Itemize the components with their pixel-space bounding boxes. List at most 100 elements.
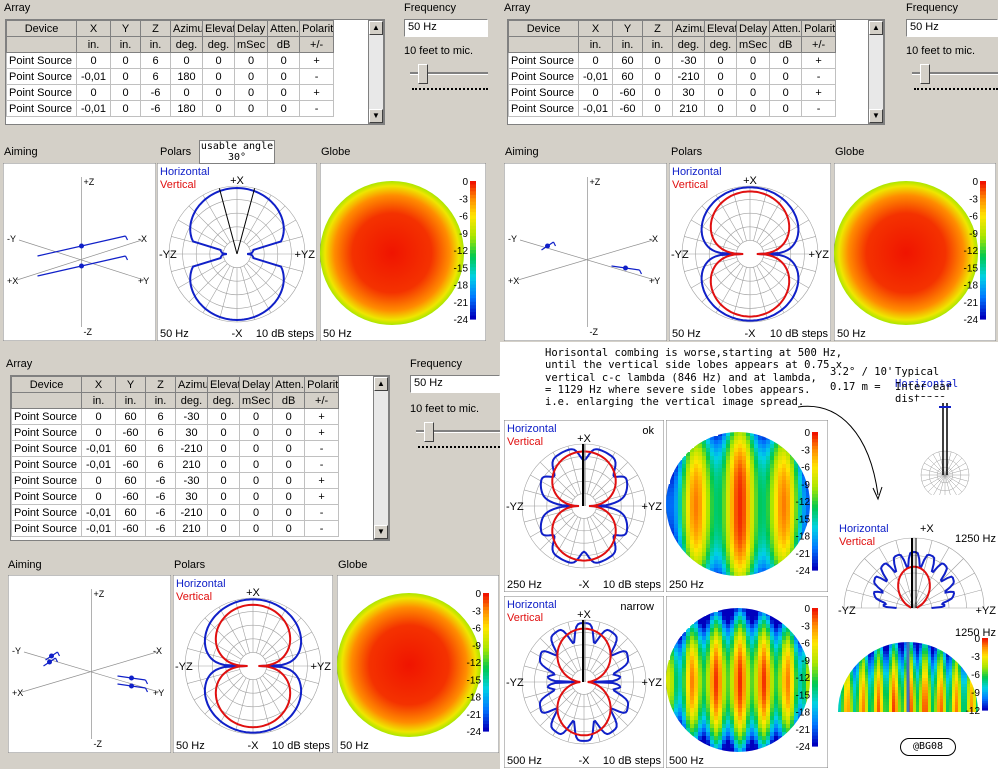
distance-slider-thumb[interactable] (424, 422, 434, 442)
table-cell[interactable]: -60 (115, 520, 146, 537)
table-cell[interactable]: 0 (202, 68, 235, 85)
table-cell[interactable]: + (304, 488, 340, 505)
table-cell[interactable]: + (299, 52, 335, 69)
table-cell[interactable]: 0 (238, 424, 274, 441)
table-row[interactable]: Point Source 0 60 6 -30 0 0 0 + (11, 408, 340, 425)
table-cell[interactable]: 0 (272, 504, 306, 521)
table-cell[interactable]: -0,01 (76, 68, 111, 85)
table-cell[interactable]: -60 (612, 100, 643, 117)
table-cell[interactable]: -0,01 (578, 68, 613, 85)
table-cell[interactable]: 6 (145, 456, 176, 473)
table-cell[interactable]: 6 (145, 424, 176, 441)
table-cell[interactable]: 0 (202, 100, 235, 117)
table-cell[interactable]: 0 (642, 100, 673, 117)
table-cell[interactable]: Point Source (11, 440, 82, 457)
table-cell[interactable]: -30 (672, 52, 705, 69)
table-cell[interactable]: 0 (238, 456, 274, 473)
column-header[interactable]: Y (115, 376, 146, 393)
table-cell[interactable]: 0 (110, 68, 141, 85)
table-cell[interactable]: 30 (672, 84, 705, 101)
table-row[interactable]: Point Source 0 0 6 0 0 0 0 + (6, 52, 335, 69)
table-cell[interactable]: 0 (642, 52, 673, 69)
table-cell[interactable]: - (304, 504, 340, 521)
table-cell[interactable]: -6 (145, 504, 176, 521)
table-cell[interactable]: 0 (704, 84, 737, 101)
table-cell[interactable]: -0,01 (578, 100, 613, 117)
table-cell[interactable]: -6 (145, 472, 176, 489)
table-cell[interactable]: 0 (207, 504, 240, 521)
table-cell[interactable]: -210 (175, 440, 208, 457)
table-cell[interactable]: 0 (207, 472, 240, 489)
table-cell[interactable]: Point Source (6, 100, 77, 117)
table-cell[interactable]: 0 (207, 520, 240, 537)
scroll-up-icon[interactable]: ▲ (869, 21, 883, 35)
table-cell[interactable]: Point Source (6, 68, 77, 85)
table-cell[interactable]: 0 (207, 408, 240, 425)
table-cell[interactable]: -6 (145, 488, 176, 505)
table-cell[interactable]: + (801, 84, 837, 101)
table-cell[interactable]: 0 (110, 52, 141, 69)
table-cell[interactable]: 0 (238, 440, 274, 457)
table-cell[interactable]: 0 (735, 84, 771, 101)
table-cell[interactable]: 0 (267, 84, 301, 101)
table-row[interactable]: Point Source 0 60 0 -30 0 0 0 + (508, 52, 837, 69)
column-header[interactable]: X (81, 376, 116, 393)
table-cell[interactable]: 0 (233, 84, 269, 101)
table-cell[interactable]: 0 (81, 488, 116, 505)
table-cell[interactable]: 0 (272, 488, 306, 505)
table-cell[interactable]: 180 (170, 100, 203, 117)
table-cell[interactable]: - (304, 456, 340, 473)
table-row[interactable]: Point Source -0,01 -60 6 210 0 0 0- (11, 456, 340, 473)
table-cell[interactable]: 0 (170, 84, 203, 101)
table-cell[interactable]: 0 (769, 84, 803, 101)
table-cell[interactable]: 0 (272, 408, 306, 425)
column-header[interactable]: Polarity (299, 20, 335, 37)
table-row[interactable]: Point Source 0 60 -6 -30 0 0 0 + (11, 472, 340, 489)
table-cell[interactable]: 0 (704, 52, 737, 69)
table-cell[interactable]: + (304, 408, 340, 425)
table-cell[interactable]: Point Source (6, 84, 77, 101)
table-cell[interactable]: -0,01 (81, 456, 116, 473)
table-cell[interactable]: -30 (175, 408, 208, 425)
table-row[interactable]: Point Source -0,01 0 -6 180 0 0 0- (6, 100, 335, 117)
scroll-down-icon[interactable]: ▼ (369, 109, 383, 123)
table-cell[interactable]: 0 (170, 52, 203, 69)
table-cell[interactable]: 0 (272, 424, 306, 441)
table-cell[interactable]: 0 (578, 52, 613, 69)
table-cell[interactable]: 0 (642, 68, 673, 85)
column-header[interactable]: Elevation (202, 20, 235, 37)
frequency-input[interactable]: 50 Hz (404, 19, 488, 37)
table-cell[interactable]: 30 (175, 424, 208, 441)
table-cell[interactable]: 60 (115, 440, 146, 457)
table-cell[interactable]: 0 (238, 504, 274, 521)
distance-slider-track[interactable] (410, 72, 488, 75)
table-cell[interactable]: - (299, 68, 335, 85)
table-cell[interactable]: 60 (612, 68, 643, 85)
table-cell[interactable]: -60 (612, 84, 643, 101)
table-cell[interactable]: 0 (233, 100, 269, 117)
column-header[interactable]: Azimuth (175, 376, 208, 393)
table-cell[interactable]: 6 (140, 68, 171, 85)
table-cell[interactable]: + (299, 84, 335, 101)
table-cell[interactable]: -0,01 (76, 100, 111, 117)
table-cell[interactable]: 0 (233, 68, 269, 85)
column-header[interactable]: Azimuth (170, 20, 203, 37)
column-header[interactable]: Z (145, 376, 176, 393)
table-cell[interactable]: 0 (578, 84, 613, 101)
table-cell[interactable]: 0 (704, 68, 737, 85)
column-header[interactable]: Delay (735, 20, 771, 37)
table-row[interactable]: Point Source -0,01 60 -6 -210 0 0 0- (11, 504, 340, 521)
table-cell[interactable]: 0 (272, 472, 306, 489)
scroll-up-icon[interactable]: ▲ (374, 377, 388, 391)
table-cell[interactable]: - (299, 100, 335, 117)
table-cell[interactable]: 0 (202, 52, 235, 69)
column-header[interactable]: Polarity (304, 376, 340, 393)
distance-slider-thumb[interactable] (418, 64, 428, 84)
scroll-down-icon[interactable]: ▼ (374, 525, 388, 539)
table-cell[interactable]: Point Source (11, 424, 82, 441)
frequency-input[interactable]: 50 Hz (906, 19, 998, 37)
table-row[interactable]: Point Source -0,01 -60 0 210 0 0 0- (508, 100, 837, 117)
table-cell[interactable]: 6 (145, 440, 176, 457)
table-cell[interactable]: 0 (704, 100, 737, 117)
table-cell[interactable]: - (801, 100, 837, 117)
